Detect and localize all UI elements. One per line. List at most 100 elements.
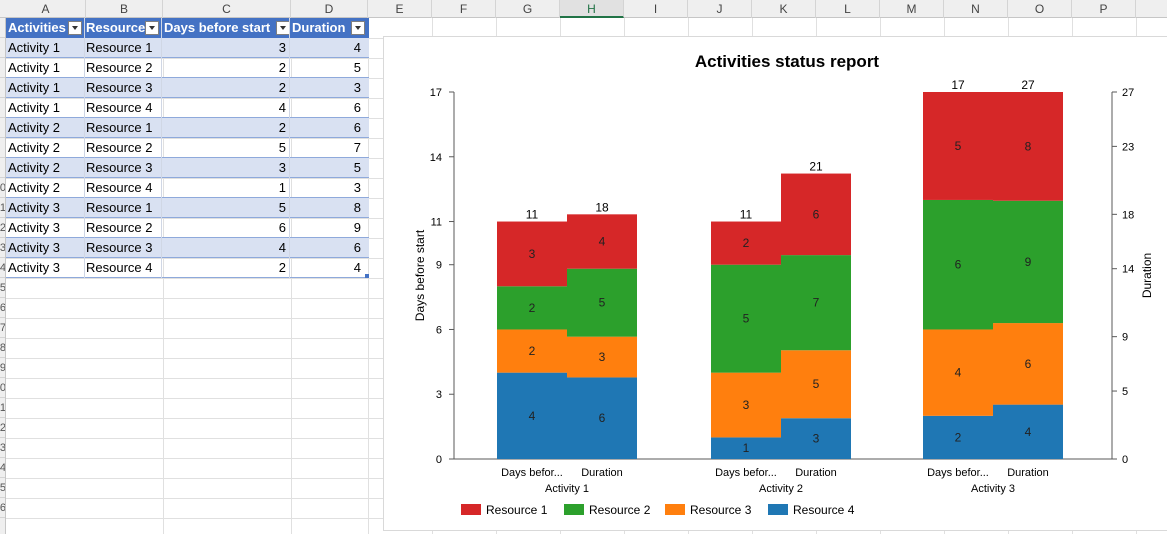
row-header[interactable] xyxy=(0,158,5,178)
row-header[interactable]: 8 xyxy=(0,338,5,358)
table-cell[interactable]: Resource 1 xyxy=(86,40,153,55)
row-header[interactable]: 5 xyxy=(0,278,5,298)
table-cell[interactable]: 9 xyxy=(353,220,361,235)
table-cell[interactable]: Activity 2 xyxy=(8,140,61,155)
table-cell[interactable]: 4 xyxy=(278,100,286,115)
table-cell[interactable]: 8 xyxy=(353,200,361,215)
row-header[interactable]: 4 xyxy=(0,458,5,478)
table-header-3[interactable]: Days before start xyxy=(164,20,271,35)
chart-area[interactable]: Activities status report 0 3 6 9 11 14 17 0 5 9 14 1… xyxy=(383,36,1167,531)
table-cell[interactable]: Activity 1 xyxy=(8,80,61,95)
table-cell[interactable]: Activity 2 xyxy=(8,180,61,195)
table-cell[interactable]: Resource 4 xyxy=(86,180,153,195)
table-cell[interactable]: 6 xyxy=(278,220,286,235)
row-header[interactable]: 6 xyxy=(0,498,5,518)
row-header[interactable]: 0 xyxy=(0,178,5,198)
filter-dropdown-icon[interactable] xyxy=(145,21,159,35)
column-header-i[interactable]: I xyxy=(624,0,688,18)
table-cell[interactable]: Activity 3 xyxy=(8,260,61,275)
row-header[interactable]: 2 xyxy=(0,218,5,238)
table-cell[interactable]: Activity 2 xyxy=(8,160,61,175)
table-cell[interactable]: 3 xyxy=(278,160,286,175)
table-cell[interactable]: 2 xyxy=(278,120,286,135)
row-header[interactable] xyxy=(0,98,5,118)
row-header[interactable]: 6 xyxy=(0,298,5,318)
table-header-4[interactable]: Duration xyxy=(292,20,346,35)
column-header-a[interactable]: A xyxy=(6,0,86,18)
table-cell[interactable]: Resource 4 xyxy=(86,260,153,275)
table-cell[interactable]: 3 xyxy=(353,80,361,95)
table-row-border xyxy=(6,117,369,118)
row-header[interactable] xyxy=(0,58,5,78)
filter-dropdown-icon[interactable] xyxy=(351,21,365,35)
row-header[interactable] xyxy=(0,78,5,98)
table-cell[interactable]: Resource 2 xyxy=(86,220,153,235)
table-cell[interactable]: Activity 2 xyxy=(8,120,61,135)
column-header-c[interactable]: C xyxy=(163,0,291,18)
row-header[interactable] xyxy=(0,18,5,38)
table-cell[interactable]: 2 xyxy=(278,260,286,275)
row-header[interactable]: 1 xyxy=(0,198,5,218)
column-header-f[interactable]: F xyxy=(432,0,496,18)
row-header[interactable]: 5 xyxy=(0,478,5,498)
row-header[interactable]: 3 xyxy=(0,438,5,458)
table-cell[interactable]: Activity 3 xyxy=(8,200,61,215)
table-cell[interactable]: Resource 3 xyxy=(86,240,153,255)
row-header[interactable]: 1 xyxy=(0,398,5,418)
table-cell[interactable]: Resource 1 xyxy=(86,120,153,135)
table-cell[interactable]: 6 xyxy=(353,120,361,135)
column-header-h[interactable]: H xyxy=(560,0,624,18)
column-header-d[interactable]: D xyxy=(291,0,368,18)
filter-dropdown-icon[interactable] xyxy=(68,21,82,35)
column-header-k[interactable]: K xyxy=(752,0,816,18)
row-header[interactable]: 0 xyxy=(0,378,5,398)
table-cell[interactable]: Resource 3 xyxy=(86,80,153,95)
table-cell[interactable]: Resource 2 xyxy=(86,140,153,155)
table-cell[interactable]: Resource 3 xyxy=(86,160,153,175)
table-cell[interactable]: 3 xyxy=(278,40,286,55)
column-header-l[interactable]: L xyxy=(816,0,880,18)
table-cell[interactable]: 4 xyxy=(278,240,286,255)
table-cell[interactable]: Activity 1 xyxy=(8,100,61,115)
table-cell[interactable]: 5 xyxy=(278,140,286,155)
table-cell[interactable]: 7 xyxy=(353,140,361,155)
column-header-j[interactable]: J xyxy=(688,0,752,18)
row-header[interactable]: 3 xyxy=(0,238,5,258)
table-cell[interactable]: Resource 2 xyxy=(86,60,153,75)
table-header-2[interactable]: Resource xyxy=(86,20,145,35)
column-header-b[interactable]: B xyxy=(86,0,163,18)
table-cell[interactable]: 6 xyxy=(353,240,361,255)
table-cell[interactable]: 6 xyxy=(353,100,361,115)
table-cell[interactable]: 5 xyxy=(353,60,361,75)
row-header[interactable]: 9 xyxy=(0,358,5,378)
table-cell[interactable]: Resource 4 xyxy=(86,100,153,115)
table-cell[interactable]: Resource 1 xyxy=(86,200,153,215)
filter-dropdown-icon[interactable] xyxy=(276,21,290,35)
row-header[interactable] xyxy=(0,118,5,138)
table-cell[interactable]: 2 xyxy=(278,60,286,75)
row-header[interactable]: 7 xyxy=(0,318,5,338)
table-cell[interactable]: 5 xyxy=(278,200,286,215)
table-cell[interactable]: 3 xyxy=(353,180,361,195)
column-header-o[interactable]: O xyxy=(1008,0,1072,18)
row-header[interactable] xyxy=(0,38,5,58)
table-cell[interactable]: Activity 3 xyxy=(8,220,61,235)
table-cell[interactable]: 4 xyxy=(353,260,361,275)
table-cell[interactable]: 5 xyxy=(353,160,361,175)
column-header-n[interactable]: N xyxy=(944,0,1008,18)
table-cell[interactable]: 2 xyxy=(278,80,286,95)
table-header-1[interactable]: Activities xyxy=(8,20,66,35)
column-header-p[interactable]: P xyxy=(1072,0,1136,18)
table-cell[interactable]: 1 xyxy=(278,180,286,195)
column-header-g[interactable]: G xyxy=(496,0,560,18)
column-header-m[interactable]: M xyxy=(880,0,944,18)
table-cell[interactable]: Activity 1 xyxy=(8,40,61,55)
row-header[interactable] xyxy=(0,138,5,158)
column-header-e[interactable]: E xyxy=(368,0,432,18)
table-cell[interactable]: 4 xyxy=(353,40,361,55)
row-header[interactable]: 4 xyxy=(0,258,5,278)
table-cell[interactable]: Activity 1 xyxy=(8,60,61,75)
table-cell[interactable]: Activity 3 xyxy=(8,240,61,255)
table-resize-handle[interactable] xyxy=(365,274,369,278)
row-header[interactable]: 2 xyxy=(0,418,5,438)
